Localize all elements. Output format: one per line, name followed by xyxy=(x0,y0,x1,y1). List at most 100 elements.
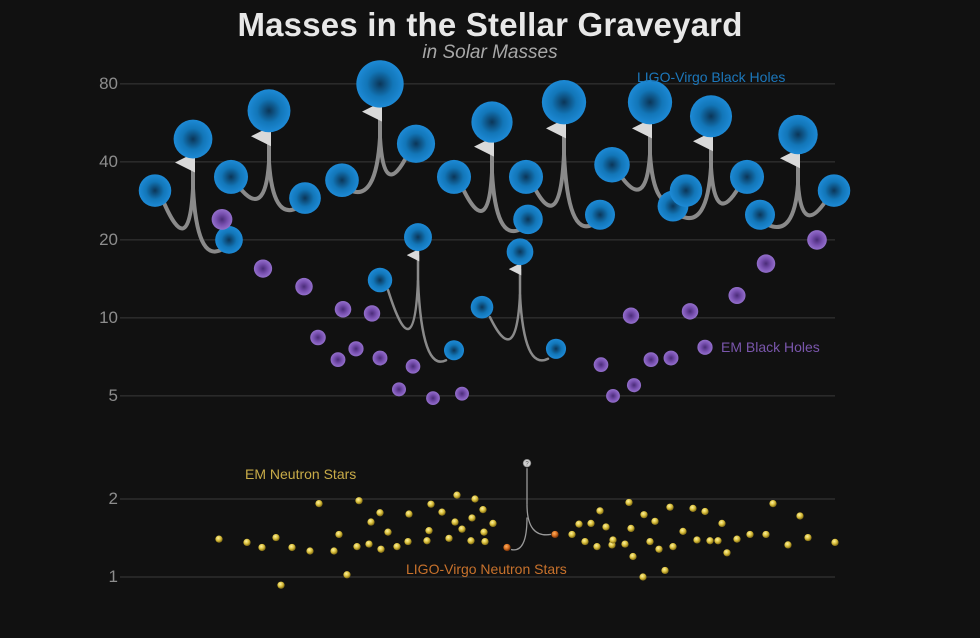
em-neutron-star xyxy=(581,537,589,546)
em-black-hole xyxy=(663,350,679,366)
em-black-hole xyxy=(593,357,609,372)
y-tick-label: 1 xyxy=(108,567,118,586)
em-neutron-star xyxy=(629,552,637,561)
em-neutron-star xyxy=(587,519,595,528)
merger-path xyxy=(510,517,528,551)
merger-path xyxy=(348,135,382,194)
merger-path xyxy=(796,182,828,218)
y-tick-label: 10 xyxy=(99,307,118,327)
em-neutron-star xyxy=(489,519,497,528)
em-neutron-star xyxy=(404,537,412,546)
em-neutron-star xyxy=(343,571,351,579)
merger-path xyxy=(532,152,566,208)
ligo-black-hole-remnant xyxy=(404,223,432,252)
merger-path xyxy=(709,165,741,206)
ligo-black-hole xyxy=(470,295,494,319)
em-neutron-star xyxy=(718,519,726,528)
y-tick-label: 5 xyxy=(108,385,118,405)
em-neutron-star xyxy=(438,508,446,516)
em-black-hole xyxy=(455,386,469,401)
em-black-hole xyxy=(392,382,406,397)
ligo-black-hole xyxy=(585,199,615,230)
em-neutron-star xyxy=(467,537,475,545)
em-black-hole xyxy=(626,378,642,393)
y-tick-label: 2 xyxy=(108,489,118,508)
em-neutron-star xyxy=(480,528,488,536)
em-neutron-star xyxy=(377,545,385,553)
ligo-black-hole-remnant xyxy=(471,101,513,143)
chart-subtitle: in Solar Masses xyxy=(422,42,558,63)
ligo-black-hole xyxy=(729,159,765,194)
em-neutron-star xyxy=(306,547,314,555)
ligo-black-hole-remnant xyxy=(173,119,213,159)
ligo-black-hole-remnant xyxy=(506,238,534,266)
em-neutron-star xyxy=(625,498,633,507)
em-neutron-star xyxy=(831,538,839,546)
merger-path xyxy=(267,160,299,212)
em-neutron-star xyxy=(661,566,669,575)
em-neutron-star xyxy=(575,520,583,528)
em-black-hole xyxy=(211,209,233,230)
ligo-black-hole xyxy=(817,174,851,207)
ligo-neutron-star xyxy=(503,543,511,552)
em-black-hole xyxy=(643,352,659,368)
em-black-hole xyxy=(348,341,364,357)
merger-path xyxy=(378,135,410,177)
em-neutron-star xyxy=(596,507,604,515)
ligo-black-hole xyxy=(513,204,543,235)
legend-em-neutron-stars: EM Neutron Stars xyxy=(245,466,357,482)
em-neutron-star xyxy=(784,541,792,549)
em-neutron-star xyxy=(646,537,654,546)
em-neutron-star xyxy=(714,537,722,545)
em-black-hole xyxy=(363,305,381,322)
ligo-black-hole xyxy=(325,163,359,198)
em-neutron-star xyxy=(215,535,223,543)
data-points: ? xyxy=(138,60,851,589)
em-black-hole xyxy=(697,339,713,355)
em-neutron-star xyxy=(621,540,629,548)
em-neutron-star xyxy=(277,581,285,589)
em-neutron-star xyxy=(405,510,413,518)
em-neutron-star xyxy=(593,543,601,551)
ligo-black-hole xyxy=(508,159,544,194)
em-neutron-star xyxy=(315,499,323,508)
em-neutron-star xyxy=(733,535,741,543)
ligo-black-hole xyxy=(443,340,465,361)
em-neutron-star xyxy=(693,536,701,544)
em-neutron-star xyxy=(568,530,576,539)
em-neutron-star xyxy=(723,549,731,557)
em-neutron-star xyxy=(627,524,635,533)
em-neutron-star xyxy=(427,500,435,508)
ligo-black-hole xyxy=(594,146,630,183)
ligo-neutron-star xyxy=(551,530,559,539)
question-mark-label: ? xyxy=(525,462,529,468)
em-neutron-star xyxy=(423,537,431,545)
ligo-black-hole-remnant xyxy=(247,89,291,133)
y-tick-label: 80 xyxy=(99,73,118,93)
ligo-black-hole xyxy=(396,124,436,163)
em-neutron-star xyxy=(365,540,373,548)
chart-title: Masses in the Stellar Graveyard xyxy=(237,6,743,43)
em-black-hole xyxy=(756,254,776,273)
ligo-black-hole-remnant xyxy=(689,95,733,138)
em-neutron-star xyxy=(666,503,674,511)
y-tick-label: 20 xyxy=(99,229,118,249)
ligo-black-hole xyxy=(367,267,393,293)
em-neutron-star xyxy=(796,512,804,520)
em-neutron-star xyxy=(335,530,343,539)
em-black-hole xyxy=(330,352,346,368)
em-black-hole xyxy=(681,303,699,320)
em-neutron-star xyxy=(272,533,280,542)
merger-arrows xyxy=(161,101,828,551)
em-black-hole xyxy=(807,230,827,250)
em-neutron-star xyxy=(639,573,647,581)
ligo-black-hole-remnant xyxy=(778,114,818,155)
em-neutron-star xyxy=(453,491,461,499)
em-black-hole xyxy=(622,307,640,324)
merger-path xyxy=(416,279,448,363)
merger-path xyxy=(526,504,552,536)
em-black-hole xyxy=(426,391,440,406)
em-neutron-star xyxy=(393,543,401,551)
em-neutron-star xyxy=(288,543,296,552)
ligo-black-hole-remnant xyxy=(627,80,673,125)
